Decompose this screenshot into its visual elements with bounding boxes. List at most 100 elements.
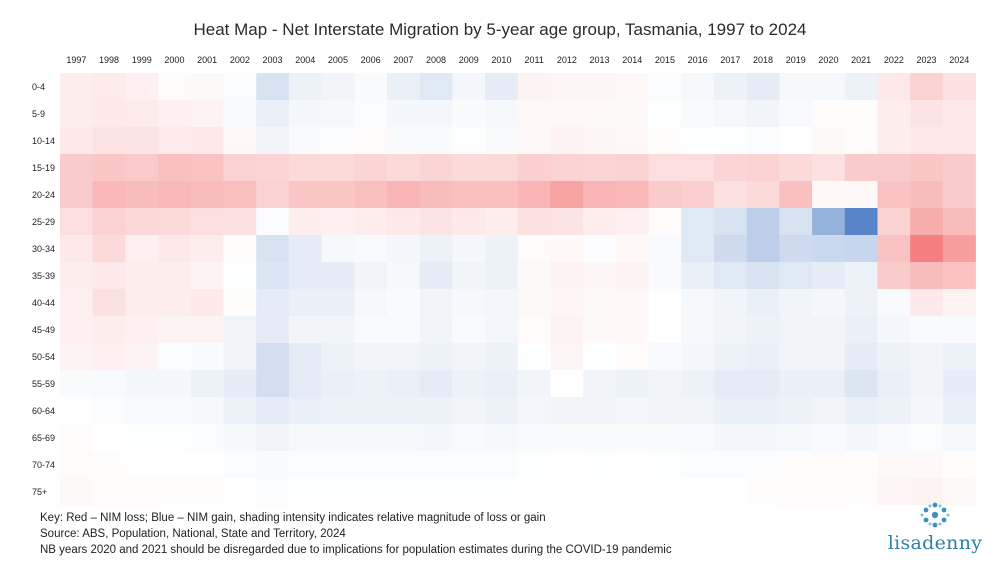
- heatmap-cell-15-19-2003: [256, 154, 290, 182]
- heatmap-cell-15-19-1998: [92, 154, 126, 182]
- heatmap-cell-5-9-2019: [779, 100, 813, 128]
- heatmap-cell-75+-2024: [942, 478, 976, 506]
- heatmap-cell-65-69-2019: [779, 424, 813, 452]
- heatmap-cell-45-49-1997: [60, 316, 93, 344]
- heatmap-cell-65-69-1999: [125, 424, 159, 452]
- heatmap-cell-45-49-2022: [877, 316, 911, 344]
- heatmap-cell-45-49-2004: [288, 316, 322, 344]
- heatmap-cell-40-44-2000: [158, 289, 192, 317]
- heatmap-cell-0-4-2006: [354, 73, 388, 101]
- heatmap-cell-0-4-2022: [877, 73, 911, 101]
- heatmap-cell-75+-2004: [288, 478, 322, 506]
- x-tick-label: 2007: [393, 55, 413, 65]
- heatmap-cell-40-44-2023: [910, 289, 944, 317]
- heatmap-cell-65-69-1997: [60, 424, 93, 452]
- heatmap-cell-50-54-2001: [190, 343, 224, 371]
- heatmap-cell-10-14-2019: [779, 127, 813, 155]
- heatmap-cell-70-74-2021: [844, 451, 878, 479]
- heatmap-cell-70-74-2023: [910, 451, 944, 479]
- heatmap-cell-45-49-2016: [681, 316, 715, 344]
- heatmap-cell-10-14-2008: [419, 127, 453, 155]
- x-tick-label: 2002: [230, 55, 250, 65]
- heatmap-cell-20-24-2007: [387, 181, 420, 209]
- heatmap-cell-65-69-2015: [648, 424, 682, 452]
- heatmap-cell-55-59-2024: [942, 370, 976, 398]
- heatmap-cell-60-64-2002: [223, 397, 257, 425]
- heatmap-cell-15-19-2006: [354, 154, 388, 182]
- heatmap-cell-15-19-2012: [550, 154, 584, 182]
- heatmap-cell-35-39-2001: [190, 262, 224, 290]
- heatmap-cell-50-54-2013: [583, 343, 617, 371]
- heatmap-cell-55-59-2017: [714, 370, 747, 398]
- heatmap-cell-50-54-2017: [714, 343, 747, 371]
- heatmap-cell-60-64-2003: [256, 397, 290, 425]
- y-tick-label: 65-69: [32, 433, 55, 443]
- heatmap-cell-50-54-2015: [648, 343, 682, 371]
- heatmap-cell-65-69-2018: [746, 424, 780, 452]
- heatmap-cell-40-44-2008: [419, 289, 453, 317]
- heatmap-cell-70-74-2009: [452, 451, 486, 479]
- heatmap-cell-55-59-2019: [779, 370, 813, 398]
- heatmap-cell-55-59-2006: [354, 370, 388, 398]
- heatmap-cell-75+-2005: [321, 478, 355, 506]
- heatmap-cell-0-4-2018: [746, 73, 780, 101]
- heatmap-cell-5-9-2014: [615, 100, 649, 128]
- heatmap-cell-60-64-2017: [714, 397, 747, 425]
- heatmap-cell-70-74-2024: [942, 451, 976, 479]
- heatmap-cell-30-34-1997: [60, 235, 93, 263]
- heatmap-cell-60-64-2006: [354, 397, 388, 425]
- heatmap-cell-0-4-2004: [288, 73, 322, 101]
- heatmap-cell-15-19-2001: [190, 154, 224, 182]
- heatmap-cell-20-24-2003: [256, 181, 290, 209]
- heatmap-cell-65-69-2024: [942, 424, 976, 452]
- heatmap-cell-65-69-2000: [158, 424, 192, 452]
- heatmap-cell-55-59-2001: [190, 370, 224, 398]
- heatmap-cell-35-39-2008: [419, 262, 453, 290]
- heatmap-cell-25-29-2006: [354, 208, 388, 236]
- heatmap-cells: [60, 73, 976, 506]
- heatmap-cell-15-19-2000: [158, 154, 192, 182]
- heatmap-cell-5-9-2016: [681, 100, 715, 128]
- heatmap-cell-50-54-1999: [125, 343, 159, 371]
- heatmap-cell-60-64-2013: [583, 397, 617, 425]
- x-tick-label: 2001: [197, 55, 217, 65]
- heatmap-cell-25-29-2022: [877, 208, 911, 236]
- heatmap-cell-40-44-2020: [812, 289, 846, 317]
- heatmap-cell-40-44-2003: [256, 289, 290, 317]
- heatmap-cell-40-44-2019: [779, 289, 813, 317]
- heatmap-cell-10-14-2018: [746, 127, 780, 155]
- y-tick-label: 10-14: [32, 136, 55, 146]
- heatmap-cell-5-9-1998: [92, 100, 126, 128]
- heatmap-cell-50-54-2021: [844, 343, 878, 371]
- heatmap-cell-40-44-1999: [125, 289, 159, 317]
- heatmap-cell-70-74-2008: [419, 451, 453, 479]
- heatmap-cell-65-69-2003: [256, 424, 290, 452]
- heatmap-cell-50-54-2011: [517, 343, 551, 371]
- heatmap-cell-45-49-2003: [256, 316, 290, 344]
- heatmap-cell-0-4-2012: [550, 73, 584, 101]
- y-tick-label: 35-39: [32, 271, 55, 281]
- heatmap-cell-45-49-2010: [485, 316, 519, 344]
- heatmap-cell-10-14-2007: [387, 127, 420, 155]
- heatmap-cell-45-49-2012: [550, 316, 584, 344]
- heatmap-cell-35-39-2019: [779, 262, 813, 290]
- heatmap-cell-25-29-2010: [485, 208, 519, 236]
- heatmap-cell-70-74-2019: [779, 451, 813, 479]
- heatmap-cell-25-29-2020: [812, 208, 846, 236]
- y-tick-label: 5-9: [32, 109, 45, 119]
- y-tick-label: 70-74: [32, 460, 55, 470]
- heatmap-cell-0-4-2011: [517, 73, 551, 101]
- x-tick-label: 2015: [655, 55, 675, 65]
- heatmap-cell-45-49-2006: [354, 316, 388, 344]
- y-tick-label: 75+: [32, 487, 47, 497]
- heatmap-cell-5-9-1997: [60, 100, 93, 128]
- heatmap-cell-30-34-2020: [812, 235, 846, 263]
- heatmap-cell-35-39-2022: [877, 262, 911, 290]
- heatmap-cell-15-19-1999: [125, 154, 159, 182]
- heatmap-cell-75+-2021: [844, 478, 878, 506]
- heatmap-cell-70-74-1997: [60, 451, 93, 479]
- heatmap-cell-20-24-2015: [648, 181, 682, 209]
- heatmap-cell-70-74-2014: [615, 451, 649, 479]
- heatmap-cell-10-14-1999: [125, 127, 159, 155]
- heatmap-cell-25-29-2004: [288, 208, 322, 236]
